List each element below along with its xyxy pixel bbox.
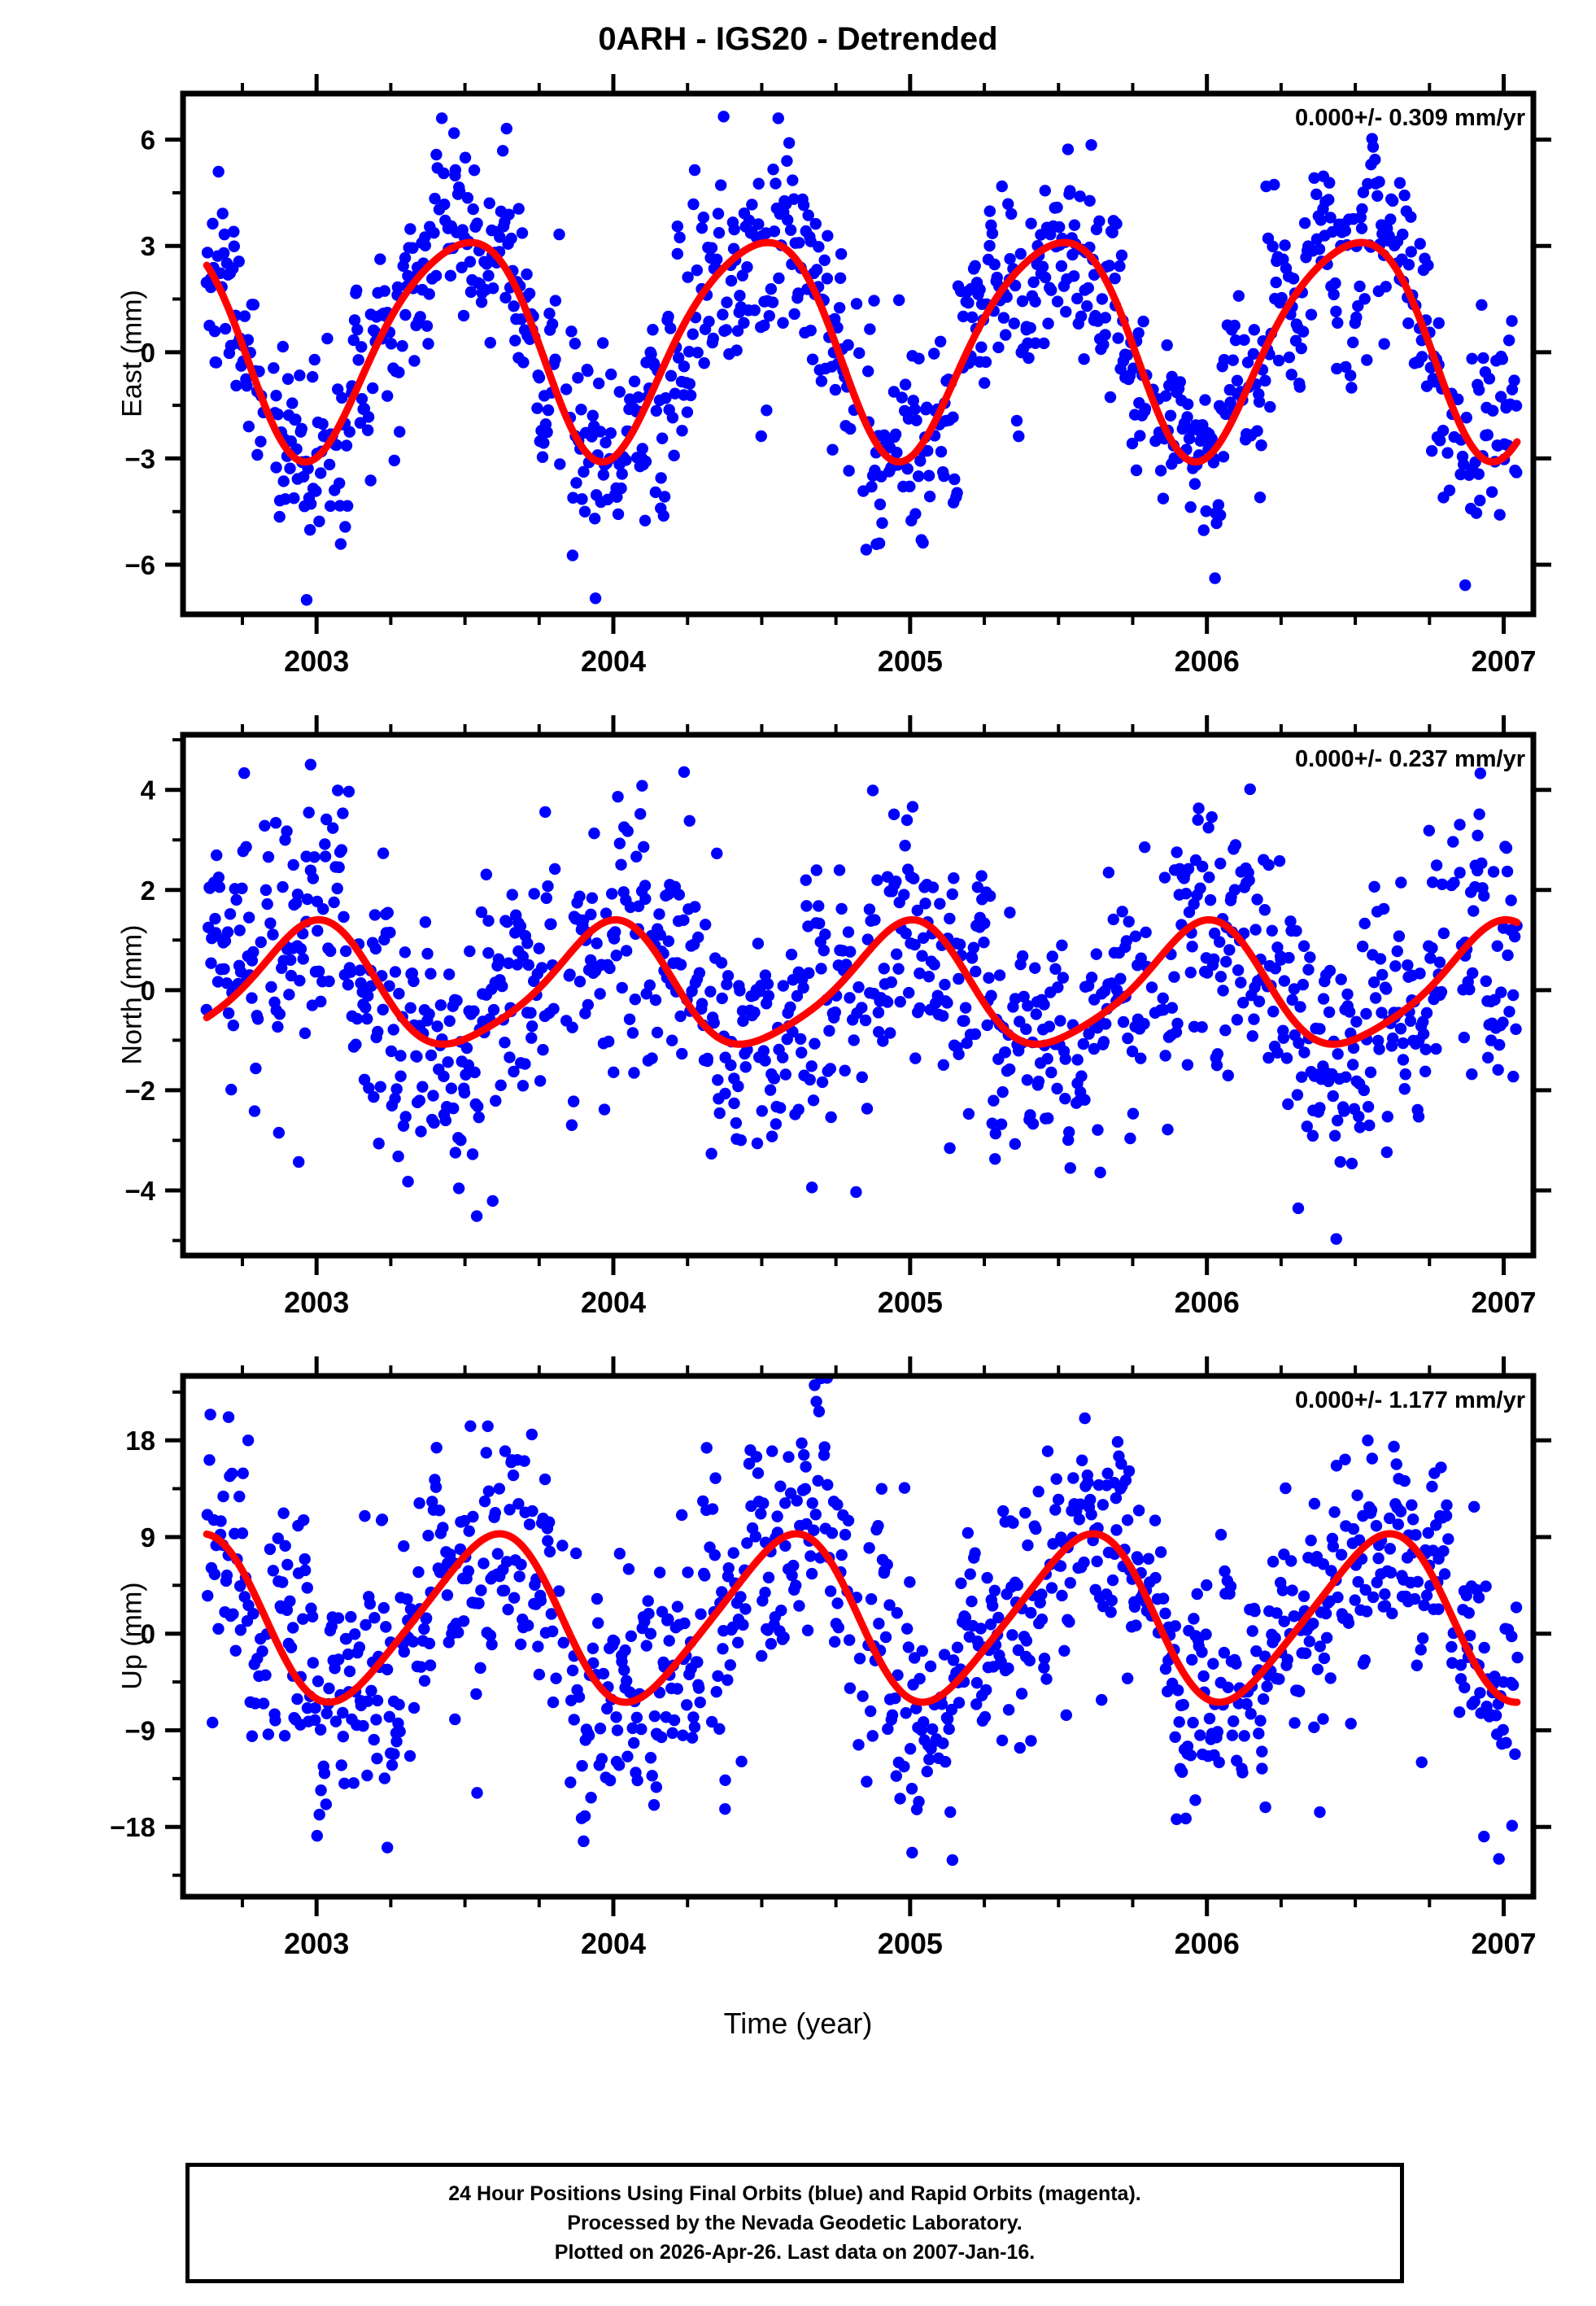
footer-line-2: Processed by the Nevada Geodetic Laborat…	[567, 2211, 1023, 2234]
y-tick-label-up-0: 18	[125, 1426, 155, 1456]
y-tick-label-north-0: 4	[141, 775, 156, 806]
y-tick-label-east-4: −6	[124, 550, 155, 580]
x-tick-label-east-1: 2004	[581, 644, 646, 678]
rate-annotation-north: 0.000+/- 0.237 mm/yr	[1295, 746, 1525, 772]
x-tick-label-north-3: 2006	[1175, 1286, 1240, 1319]
data-points-up	[201, 1376, 1524, 1867]
x-tick-label-up-1: 2004	[581, 1927, 646, 1960]
y-tick-label-east-2: 0	[141, 338, 155, 368]
plot-frame-north	[180, 732, 1537, 1259]
rate-annotation-east: 0.000+/- 0.309 mm/yr	[1295, 105, 1525, 131]
x-tick-label-east-4: 2007	[1471, 644, 1536, 678]
y-tick-label-north-2: 0	[141, 976, 155, 1006]
plot-panel-east: 6 3 0 −3 −6 2003 2004 2005 2006 2007	[124, 45, 1582, 712]
plot-canvas-east: 6 3 0 −3 −6 2003 2004 2005 2006 2007	[124, 74, 1551, 678]
y-tick-label-up-3: −9	[124, 1715, 155, 1745]
footer-line-3: Plotted on 2026-Apr-26. Last data on 200…	[554, 2241, 1036, 2265]
y-tick-label-up-1: 9	[141, 1522, 155, 1553]
page-title: 0ARH - IGS20 - Detrended	[598, 21, 998, 57]
data-points-north	[200, 758, 1523, 1256]
footer-note-box: 24 Hour Positions Using Final Orbits (bl…	[185, 2163, 1404, 2283]
seasonal-fit-curve-up	[203, 1530, 1521, 1706]
y-tick-label-north-1: 2	[141, 876, 155, 906]
x-tick-label-north-1: 2004	[581, 1286, 646, 1319]
plot-frame-up	[180, 1373, 1537, 1900]
plot-panel-up: 18 9 0 −9 −18 2003 2004 2005 2006 2007	[110, 1327, 1582, 1994]
x-tick-label-north-2: 2005	[878, 1286, 943, 1319]
x-tick-label-east-2: 2005	[878, 644, 943, 678]
x-axis-label: Time (year)	[723, 2007, 873, 2040]
y-axis-label-up: Up (mm)	[116, 1582, 148, 1690]
plot-panel-north: 4 2 0 −2 −4 2003 2004 2005 2006 2007	[124, 686, 1582, 1353]
y-axis-label-north: North (mm)	[116, 924, 148, 1065]
x-tick-label-east-3: 2006	[1175, 644, 1240, 678]
y-tick-label-east-3: −3	[124, 443, 155, 474]
x-tick-label-up-0: 2003	[284, 1927, 349, 1960]
y-tick-label-up-4: −18	[110, 1812, 155, 1842]
y-axis-label-east: East (mm)	[116, 290, 148, 417]
x-tick-label-up-2: 2005	[878, 1927, 943, 1960]
data-points-east	[200, 111, 1523, 606]
y-tick-label-north-4: −4	[124, 1176, 155, 1206]
y-tick-label-east-1: 3	[141, 231, 155, 261]
x-tick-label-north-4: 2007	[1471, 1286, 1536, 1319]
y-tick-label-north-3: −2	[124, 1076, 155, 1106]
x-tick-label-north-0: 2003	[284, 1286, 349, 1319]
footer-line-1: 24 Hour Positions Using Final Orbits (bl…	[448, 2182, 1141, 2205]
x-tick-label-east-0: 2003	[284, 644, 349, 678]
x-tick-label-up-4: 2007	[1471, 1927, 1536, 1960]
plot-canvas-up: 18 9 0 −9 −18 2003 2004 2005 2006 2007	[110, 1356, 1551, 1960]
seasonal-fit-curve-east	[203, 238, 1521, 466]
x-tick-label-up-3: 2006	[1175, 1927, 1240, 1960]
plot-canvas-north: 4 2 0 −2 −4 2003 2004 2005 2006 2007	[124, 715, 1551, 1319]
y-tick-label-up-2: 0	[141, 1619, 155, 1649]
rate-annotation-up: 0.000+/- 1.177 mm/yr	[1295, 1387, 1525, 1413]
seasonal-fit-curve-north	[203, 915, 1521, 1048]
y-tick-label-east-0: 6	[141, 125, 155, 155]
